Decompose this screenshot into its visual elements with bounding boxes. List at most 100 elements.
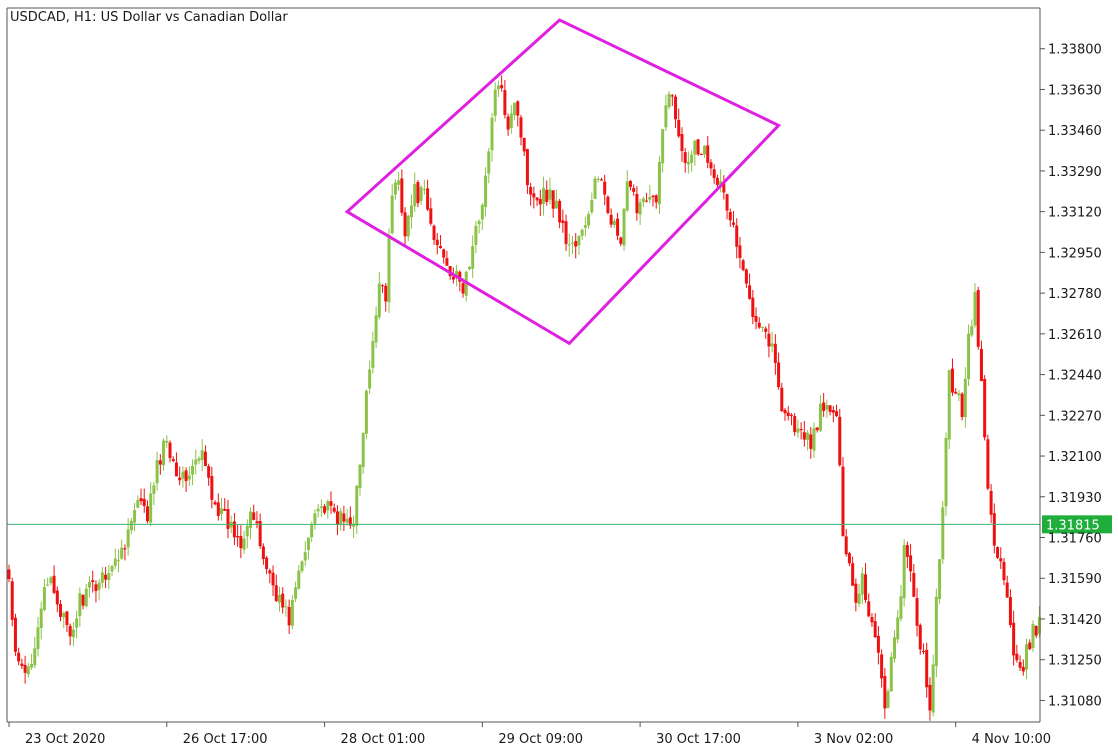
candle-body xyxy=(880,654,884,679)
candle xyxy=(1031,620,1035,653)
candle-body xyxy=(226,509,230,529)
candle xyxy=(75,610,79,639)
candle-body xyxy=(316,508,320,512)
candle xyxy=(59,599,63,622)
candle xyxy=(162,438,166,471)
candle xyxy=(719,169,723,193)
candle-body xyxy=(232,521,236,538)
candle-body xyxy=(152,485,156,494)
candle xyxy=(867,593,871,618)
candle-body xyxy=(445,258,449,266)
candle xyxy=(699,153,703,156)
candle-body xyxy=(1021,667,1025,672)
candle-body xyxy=(596,178,600,180)
candle-body xyxy=(722,182,726,193)
candle xyxy=(329,491,333,514)
candle-body xyxy=(242,538,246,550)
candle-body xyxy=(651,195,655,198)
candle xyxy=(558,198,562,229)
candle xyxy=(838,408,842,467)
candle xyxy=(970,319,974,338)
candle xyxy=(368,360,372,394)
candle xyxy=(197,456,201,464)
candle-body xyxy=(580,229,584,236)
candle-body xyxy=(335,511,339,525)
candle xyxy=(928,677,932,721)
candle-body xyxy=(187,475,191,480)
candle-body xyxy=(23,664,27,673)
candle xyxy=(625,170,629,212)
candle-body xyxy=(429,208,433,224)
candle-body xyxy=(493,89,497,116)
candle xyxy=(84,584,88,608)
diamond-pattern-layer[interactable] xyxy=(344,18,782,346)
candle-body xyxy=(709,162,713,169)
candle-body xyxy=(831,410,835,413)
candle-body xyxy=(522,137,526,152)
candle xyxy=(612,218,616,228)
candle xyxy=(899,584,903,622)
candle-body xyxy=(1008,596,1012,625)
candle xyxy=(120,539,124,560)
candle-body xyxy=(81,594,85,606)
candle-body xyxy=(741,260,745,271)
candle-body xyxy=(699,153,703,155)
candle-body xyxy=(1018,662,1022,668)
candle xyxy=(1021,659,1025,676)
y-tick-label: 1.31760 xyxy=(1048,532,1102,547)
candle-body xyxy=(265,557,269,570)
candle-body xyxy=(59,603,63,617)
candle-body xyxy=(558,200,562,223)
candle-body xyxy=(683,152,687,163)
candle-body xyxy=(780,387,784,412)
candle xyxy=(471,235,475,279)
candle-body xyxy=(490,117,494,151)
candle-body xyxy=(593,178,597,199)
candle xyxy=(94,580,98,603)
candle-body xyxy=(609,214,613,225)
candle-body xyxy=(979,348,983,382)
candle xyxy=(294,581,298,603)
candle xyxy=(26,662,30,678)
candle-body xyxy=(30,663,34,668)
candle xyxy=(271,565,275,597)
candle xyxy=(381,284,385,293)
candle-body xyxy=(197,458,201,461)
candle-body xyxy=(757,322,761,328)
candle-body xyxy=(374,315,378,343)
candle-body xyxy=(184,470,188,481)
candle xyxy=(445,250,449,266)
candle xyxy=(561,209,565,233)
candle-body xyxy=(873,621,877,638)
candle-body xyxy=(471,246,475,269)
candle-body xyxy=(129,520,133,531)
candle xyxy=(110,564,114,577)
candle-body xyxy=(355,485,359,526)
candle-body xyxy=(419,187,423,201)
y-tick-label: 1.33630 xyxy=(1048,83,1102,98)
diamond-pattern[interactable] xyxy=(344,18,782,346)
candle xyxy=(580,228,584,240)
candle-body xyxy=(606,196,610,214)
candle-body xyxy=(220,508,224,514)
candle xyxy=(513,102,517,121)
axes-layer: 1.33800 1.33630 1.33460 1.33290 1.33120 1.329… xyxy=(6,7,1102,747)
candle xyxy=(216,493,220,521)
candle-body xyxy=(329,501,333,506)
candle-body xyxy=(712,169,716,179)
candle xyxy=(249,507,252,540)
candle xyxy=(474,221,478,254)
candle-body xyxy=(612,220,616,225)
candle xyxy=(996,546,1000,559)
candle xyxy=(342,505,346,531)
candle-body xyxy=(999,558,1003,562)
candle-body xyxy=(213,502,217,505)
candle xyxy=(339,508,343,531)
candle xyxy=(30,653,34,670)
candle xyxy=(20,658,24,670)
candle xyxy=(242,530,246,554)
candle-body xyxy=(306,537,310,551)
candle-body xyxy=(461,283,465,294)
candle xyxy=(104,566,108,589)
